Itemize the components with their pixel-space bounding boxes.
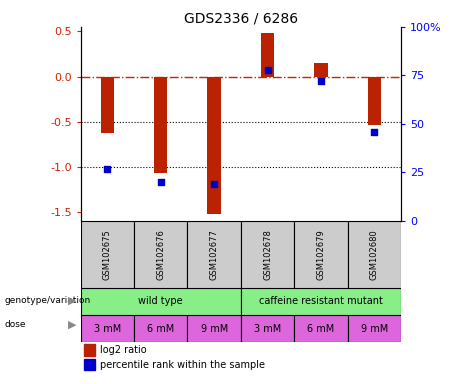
- Text: GSM102678: GSM102678: [263, 229, 272, 280]
- Point: [317, 78, 325, 84]
- Title: GDS2336 / 6286: GDS2336 / 6286: [184, 12, 298, 26]
- Text: caffeine resistant mutant: caffeine resistant mutant: [259, 296, 383, 306]
- Bar: [348, 315, 401, 342]
- Bar: [84, 344, 95, 356]
- Point: [157, 179, 165, 185]
- Text: ▶: ▶: [68, 295, 76, 305]
- Bar: [241, 288, 401, 315]
- Text: genotype/variation: genotype/variation: [5, 296, 91, 305]
- Point: [211, 181, 218, 187]
- Bar: [314, 63, 328, 76]
- Text: GSM102677: GSM102677: [210, 229, 219, 280]
- Bar: [294, 315, 348, 342]
- Text: wild type: wild type: [138, 296, 183, 306]
- Bar: [81, 315, 134, 342]
- Bar: [241, 315, 294, 342]
- Text: dose: dose: [5, 320, 26, 329]
- Text: log2 ratio: log2 ratio: [100, 345, 147, 355]
- Text: 6 mM: 6 mM: [147, 324, 174, 334]
- Bar: [134, 221, 188, 288]
- Bar: [261, 33, 274, 76]
- Bar: [294, 221, 348, 288]
- Bar: [134, 315, 188, 342]
- Text: 9 mM: 9 mM: [201, 324, 228, 334]
- Text: 6 mM: 6 mM: [307, 324, 335, 334]
- Point: [371, 129, 378, 135]
- Bar: [154, 76, 167, 173]
- Bar: [188, 315, 241, 342]
- Bar: [81, 288, 241, 315]
- Bar: [348, 221, 401, 288]
- Bar: [100, 76, 114, 133]
- Text: 9 mM: 9 mM: [361, 324, 388, 334]
- Point: [104, 166, 111, 172]
- Text: GSM102679: GSM102679: [316, 229, 325, 280]
- Text: GSM102676: GSM102676: [156, 229, 165, 280]
- Bar: [368, 76, 381, 125]
- Bar: [84, 359, 95, 370]
- Bar: [241, 221, 294, 288]
- Text: 3 mM: 3 mM: [254, 324, 281, 334]
- Text: GSM102680: GSM102680: [370, 229, 379, 280]
- Point: [264, 66, 271, 73]
- Text: 3 mM: 3 mM: [94, 324, 121, 334]
- Bar: [81, 221, 134, 288]
- Bar: [207, 76, 221, 214]
- Bar: [188, 221, 241, 288]
- Text: ▶: ▶: [68, 319, 76, 329]
- Text: percentile rank within the sample: percentile rank within the sample: [100, 359, 265, 369]
- Text: GSM102675: GSM102675: [103, 229, 112, 280]
